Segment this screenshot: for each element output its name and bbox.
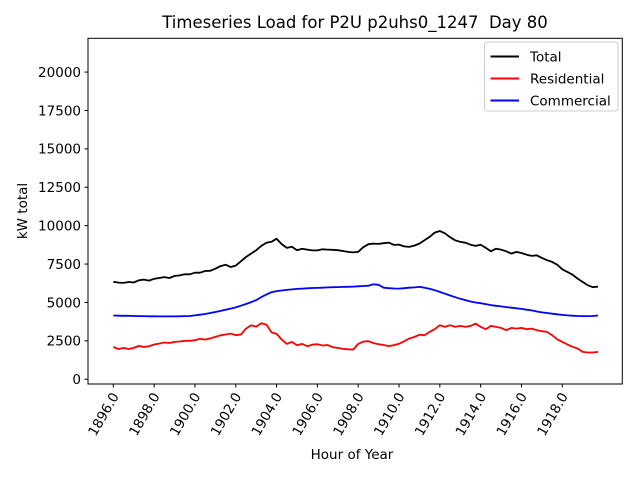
x-tick-label: 1916.0 xyxy=(493,390,530,439)
y-axis-label: kW total xyxy=(15,183,31,239)
series-line-total xyxy=(113,230,599,289)
x-tick-label: 1914.0 xyxy=(453,390,490,439)
legend-label-commercial: Commercial xyxy=(530,93,611,109)
x-tick-label: 1896.0 xyxy=(85,390,122,439)
legend-box xyxy=(484,41,619,112)
y-tick-label: 12500 xyxy=(38,180,81,196)
y-tick-label: 17500 xyxy=(38,103,81,119)
legend-label-residential: Residential xyxy=(530,71,604,87)
x-tick-label: 1902.0 xyxy=(208,390,245,439)
y-tick-label: 7500 xyxy=(47,257,81,273)
y-tick-label: 20000 xyxy=(38,65,81,81)
y-tick-label: 15000 xyxy=(38,142,81,158)
y-tick-label: 2500 xyxy=(47,334,81,350)
axes-frame xyxy=(87,37,623,385)
x-tick-label: 1918.0 xyxy=(534,390,571,439)
series-line-residential xyxy=(112,322,599,354)
chart-title: Timeseries Load for P2U p2uhs0_1247 Day … xyxy=(161,13,548,33)
x-tick-label: 1900.0 xyxy=(167,390,204,439)
legend-label-total: Total xyxy=(529,49,562,65)
x-tick-label: 1898.0 xyxy=(126,390,163,439)
series-line-commercial xyxy=(113,283,599,318)
x-tick-label: 1904.0 xyxy=(249,390,286,439)
x-tick-label: 1912.0 xyxy=(412,390,449,439)
x-tick-label: 1906.0 xyxy=(289,390,326,439)
x-tick-label: 1910.0 xyxy=(371,390,408,439)
x-tick-label: 1908.0 xyxy=(330,390,367,439)
legend: Total Residential Commercial xyxy=(484,41,619,112)
y-tick-label: 5000 xyxy=(47,295,81,311)
y-tick-label: 0 xyxy=(72,372,81,388)
y-tick-label: 10000 xyxy=(38,218,81,234)
x-axis-label: Hour of Year xyxy=(311,447,394,463)
